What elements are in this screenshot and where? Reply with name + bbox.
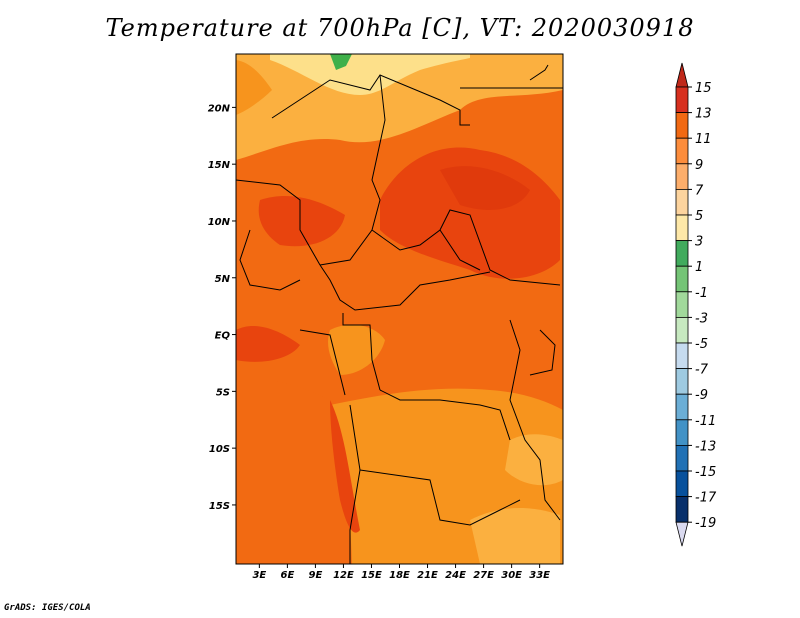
colorbar-label: 11: [695, 132, 712, 147]
lat-tick-label: 20N: [208, 103, 231, 114]
colorbar-label: -13: [695, 439, 716, 454]
lon-tick-label: 6E: [280, 570, 294, 581]
border-gulf-coast: [239, 229, 301, 291]
lon-tick-label: 9E: [309, 570, 323, 581]
lon-tick-label: 33E: [529, 570, 550, 581]
colorbar-label: -1: [695, 286, 708, 301]
country-borders: [235, 64, 563, 564]
colorbar-label: 9: [695, 158, 703, 173]
field-green-patch: [330, 54, 352, 70]
colorbar-swatch: [675, 444, 689, 472]
colorbar-top-arrow: [675, 62, 689, 88]
lat-tick-label: 5N: [215, 274, 231, 285]
colorbar-label: 3: [695, 235, 703, 250]
credit-text: GrADS: IGES/COLA: [4, 603, 91, 613]
colorbar-label: -3: [695, 311, 708, 326]
lon-tick-label: 18E: [389, 570, 410, 581]
colorbar-swatch: [675, 419, 689, 446]
border-sudan: [371, 209, 561, 286]
border-east-africa: [509, 319, 561, 521]
colorbar-swatch: [675, 214, 689, 242]
colorbar-label: -7: [695, 363, 709, 378]
lat-tick-label: EQ: [215, 331, 231, 342]
lat-tick-label: 15S: [209, 501, 230, 512]
field-ocean-hot-strip: [330, 400, 360, 533]
lon-tick-label: 24E: [445, 570, 466, 581]
colorbar-label: 13: [695, 107, 712, 122]
colorbar-label: -17: [695, 491, 717, 506]
field-hot-peak: [440, 166, 530, 210]
field-sw-cool: [470, 508, 560, 564]
border-sahara: [271, 74, 470, 126]
lon-tick-label: 12E: [333, 570, 354, 581]
lon-tick-label: 15E: [361, 570, 382, 581]
colorbar-swatch: [675, 470, 689, 498]
colorbar-label: 5: [695, 209, 703, 224]
map-title: Temperature at 700hPa [C], VT: 202003091…: [105, 14, 695, 42]
lat-tick-label: 5S: [216, 387, 230, 398]
field-north-pale: [270, 54, 470, 95]
colorbar-swatch: [675, 291, 689, 318]
lon-tick-label: 21E: [417, 570, 438, 581]
lon-tick-label: 27E: [473, 570, 494, 581]
border-coast-central: [299, 329, 346, 396]
colorbar-swatch: [675, 265, 689, 293]
border-lake-victoria: [529, 329, 556, 376]
colorbar-swatch: [675, 163, 689, 190]
colorbar-swatch: [675, 496, 689, 523]
lat-tick-label: 15N: [208, 160, 231, 171]
field-nw-warm: [236, 60, 272, 115]
border-west: [235, 179, 321, 266]
colorbar-swatch: [675, 240, 689, 267]
border-sinai: [529, 64, 549, 81]
lon-tick-label: 30E: [501, 570, 522, 581]
colorbar-label: 7: [695, 183, 704, 198]
border-niger-chad: [319, 74, 386, 266]
colorbar-swatch: [675, 368, 689, 395]
lat-axis: 20N 15N 10N 5N EQ 5S 10S 15S: [208, 103, 236, 512]
colorbar-swatch: [675, 342, 689, 370]
temperature-field: [236, 54, 563, 564]
colorbar-swatch: [675, 112, 689, 139]
colorbar-swatch: [675, 393, 689, 421]
colorbar-label: 1: [695, 260, 703, 275]
lon-axis: 3E 6E 9E 12E 15E 18E 21E 24E 27E 30E 33E: [252, 564, 550, 581]
border-cameroon-car: [319, 264, 491, 311]
border-car: [439, 229, 481, 271]
colorbar-label: -15: [695, 465, 716, 480]
lat-tick-label: 10N: [208, 217, 231, 228]
field-gulf-hot: [236, 325, 300, 362]
field-se-cool: [505, 434, 563, 486]
colorbar-swatch: [675, 137, 689, 165]
colorbar-label: 15: [695, 81, 712, 96]
border-angola-west: [349, 404, 361, 564]
border-gabon-congo: [342, 313, 381, 391]
colorbar-swatch: [675, 86, 689, 114]
border-drc-south: [379, 389, 511, 441]
colorbar-label: -11: [695, 414, 716, 429]
field-ocean-warm: [236, 378, 352, 564]
colorbar: 15 13 11 9 7 5 3 1 -1 -3 -5 -7 -9 -11 -13 -15 -17 -19: [675, 62, 717, 547]
colorbar-bottom-arrow: [675, 521, 689, 547]
colorbar-label: -9: [695, 388, 708, 403]
field-west-hot: [258, 195, 345, 247]
border-angola-south: [359, 469, 521, 526]
colorbar-label: -19: [695, 516, 716, 531]
lat-tick-label: 10S: [209, 444, 230, 455]
colorbar-label: -5: [695, 337, 708, 352]
colorbar-swatch: [675, 188, 689, 216]
colorbar-swatch: [675, 316, 689, 344]
lon-tick-label: 3E: [252, 570, 266, 581]
